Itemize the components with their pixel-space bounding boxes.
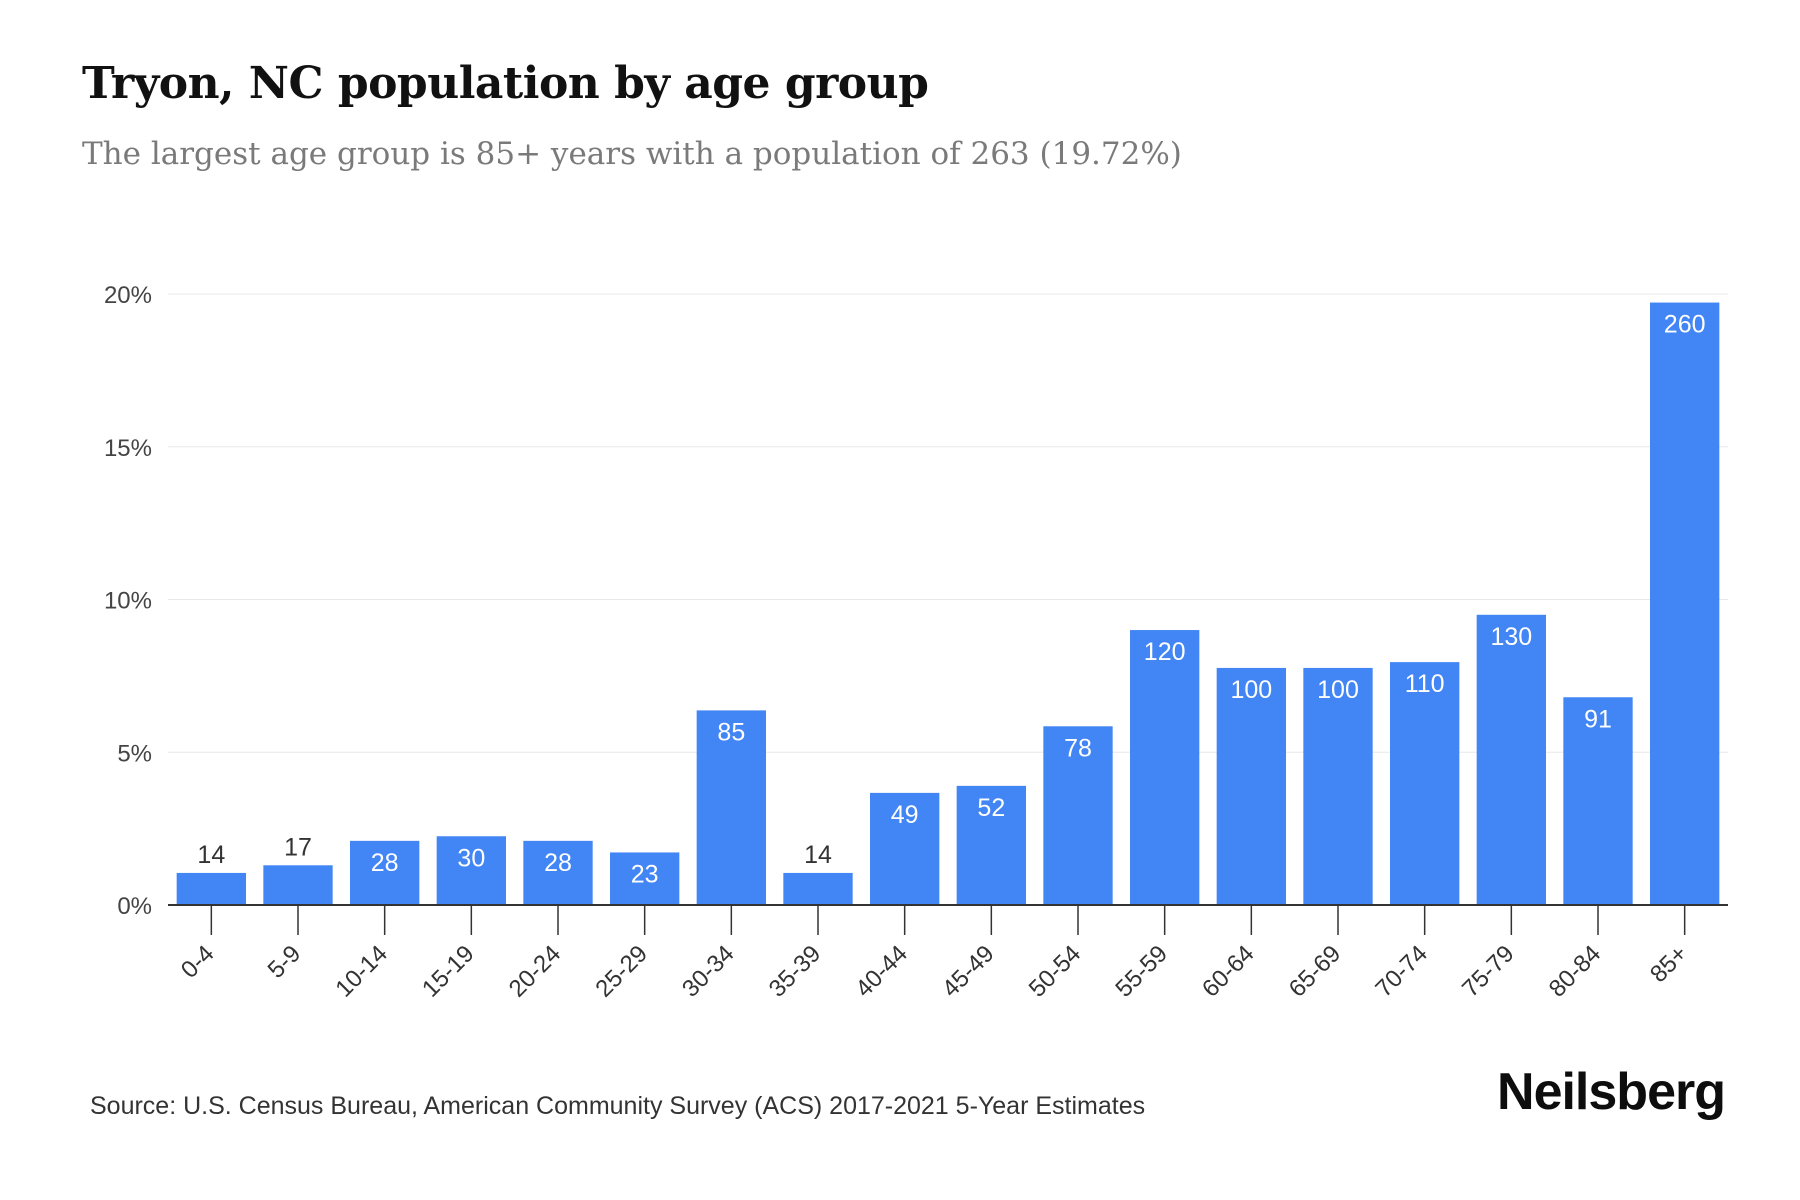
y-tick-label: 10% (104, 588, 152, 615)
bar (1043, 726, 1113, 905)
data-label: 110 (1405, 670, 1445, 698)
data-label: 52 (977, 794, 1005, 822)
data-label: 120 (1144, 638, 1186, 666)
data-label: 100 (1317, 676, 1359, 704)
data-label: 49 (891, 801, 919, 829)
y-tick-label: 20% (104, 282, 152, 309)
bar (696, 710, 766, 905)
x-tick-label: 30-34 (677, 940, 740, 1003)
bar (956, 785, 1026, 905)
data-label: 28 (544, 849, 572, 877)
bar (1390, 662, 1460, 905)
x-tick-label: 55-59 (1110, 940, 1173, 1003)
x-tick-label: 70-74 (1370, 940, 1433, 1003)
x-tick-label: 75-79 (1457, 940, 1520, 1003)
data-label: 28 (371, 849, 399, 877)
y-tick-label: 15% (104, 435, 152, 462)
data-label: 85 (717, 718, 745, 746)
x-tick-label: 15-19 (417, 940, 480, 1003)
data-label: 91 (1584, 705, 1612, 733)
x-tick-label: 40-44 (850, 940, 913, 1003)
data-label: 78 (1064, 734, 1092, 762)
data-label: 100 (1230, 676, 1272, 704)
source-note: Source: U.S. Census Bureau, American Com… (90, 1092, 1146, 1120)
x-tick-label: 65-69 (1284, 940, 1347, 1003)
bar (1303, 667, 1373, 905)
bar (436, 836, 506, 905)
bar (1216, 667, 1286, 905)
brand-logo: Neilsberg (1497, 1063, 1726, 1121)
data-label: 17 (284, 833, 312, 861)
data-label: 14 (197, 841, 225, 869)
chart-title: Tryon, NC population by age group (82, 58, 929, 109)
x-tick-label: 20-24 (504, 940, 567, 1003)
bar-chart: 0% 5% 10% 15% 20% 14 0-4 17 5-9 28 10-14 30 15-19 28 2… (104, 282, 1728, 1003)
bar (1563, 697, 1633, 905)
bar (610, 852, 680, 905)
x-tick-label: 35-39 (764, 940, 827, 1003)
data-label: 30 (457, 844, 485, 872)
x-tick-label: 60-64 (1197, 940, 1260, 1003)
bar (1650, 302, 1720, 906)
x-tick-label: 10-14 (330, 940, 393, 1003)
x-tick-label: 0-4 (176, 940, 220, 984)
data-label: 260 (1664, 311, 1706, 339)
x-tick-label: 25-29 (590, 940, 653, 1003)
bar (1130, 630, 1200, 905)
bar (263, 865, 333, 905)
x-tick-label: 50-54 (1024, 940, 1087, 1003)
y-tick-label: 0% (117, 893, 152, 920)
x-tick-label: 85+ (1645, 940, 1693, 988)
bar (1476, 614, 1546, 905)
x-tick-label: 5-9 (263, 940, 307, 984)
bar (870, 792, 940, 905)
data-label: 130 (1490, 623, 1532, 651)
chart-subtitle: The largest age group is 85+ years with … (82, 136, 1182, 172)
bar (350, 840, 420, 905)
bar (523, 840, 593, 905)
x-tick-label: 45-49 (937, 940, 1000, 1003)
data-label: 14 (804, 841, 832, 869)
bar (783, 872, 853, 905)
data-label: 23 (631, 860, 659, 888)
y-tick-label: 5% (117, 740, 152, 767)
bar (176, 872, 246, 905)
x-tick-label: 80-84 (1544, 940, 1607, 1003)
